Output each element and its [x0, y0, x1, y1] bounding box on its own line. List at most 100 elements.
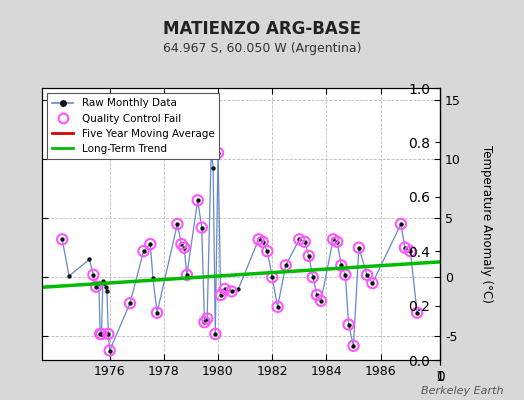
Point: [216, 292, 225, 298]
Point: [263, 248, 271, 254]
Point: [350, 343, 358, 349]
Point: [200, 319, 209, 325]
Point: [255, 236, 263, 242]
Point: [274, 304, 282, 310]
Point: [281, 262, 290, 268]
Text: MATIENZO ARG-BASE: MATIENZO ARG-BASE: [163, 20, 361, 38]
Point: [96, 331, 104, 337]
Point: [97, 331, 106, 337]
Point: [295, 236, 303, 242]
Point: [92, 284, 100, 290]
Point: [401, 244, 409, 251]
Point: [355, 244, 363, 251]
Y-axis label: Temperature Anomaly (°C): Temperature Anomaly (°C): [481, 145, 493, 303]
Point: [333, 238, 342, 245]
Point: [177, 241, 185, 247]
Point: [227, 288, 236, 295]
Point: [92, 284, 100, 290]
Point: [344, 321, 353, 328]
Point: [105, 347, 114, 354]
Point: [101, 284, 110, 290]
Point: [198, 224, 206, 231]
Point: [173, 221, 182, 227]
Point: [295, 236, 303, 242]
Point: [350, 343, 358, 349]
Point: [258, 238, 267, 245]
Point: [304, 253, 313, 259]
Text: 64.967 S, 60.050 W (Argentina): 64.967 S, 60.050 W (Argentina): [163, 42, 361, 55]
Point: [406, 248, 414, 254]
Point: [58, 236, 67, 242]
Point: [397, 221, 405, 227]
Point: [281, 262, 290, 268]
Point: [337, 262, 345, 268]
Point: [193, 197, 202, 204]
Text: Berkeley Earth: Berkeley Earth: [421, 386, 503, 396]
Point: [146, 241, 155, 247]
Point: [209, 165, 217, 172]
Point: [363, 272, 371, 278]
Point: [263, 248, 271, 254]
Point: [177, 241, 185, 247]
Point: [97, 331, 106, 337]
Point: [203, 316, 211, 322]
Point: [221, 286, 229, 292]
Point: [309, 274, 317, 280]
Point: [341, 272, 350, 278]
Point: [363, 272, 371, 278]
Point: [139, 248, 148, 254]
Point: [65, 273, 73, 279]
Point: [368, 280, 377, 286]
Point: [221, 286, 229, 292]
Point: [89, 272, 97, 278]
Point: [214, 150, 222, 156]
Point: [216, 292, 225, 298]
Point: [313, 292, 321, 298]
Point: [126, 300, 134, 306]
Point: [406, 248, 414, 254]
Point: [309, 274, 317, 280]
Point: [304, 253, 313, 259]
Point: [207, 146, 215, 153]
Point: [104, 331, 113, 337]
Point: [96, 331, 104, 337]
Point: [333, 238, 342, 245]
Legend: Raw Monthly Data, Quality Control Fail, Five Year Moving Average, Long-Term Tren: Raw Monthly Data, Quality Control Fail, …: [47, 93, 220, 159]
Point: [200, 319, 209, 325]
Point: [99, 278, 107, 284]
Point: [153, 310, 161, 316]
Point: [95, 280, 103, 286]
Point: [203, 316, 211, 322]
Point: [329, 236, 337, 242]
Point: [355, 244, 363, 251]
Point: [153, 310, 161, 316]
Point: [368, 280, 377, 286]
Point: [180, 244, 188, 251]
Point: [183, 272, 191, 278]
Point: [317, 298, 325, 304]
Point: [227, 288, 236, 295]
Point: [100, 280, 108, 286]
Point: [58, 236, 67, 242]
Point: [317, 298, 325, 304]
Point: [268, 274, 276, 280]
Point: [139, 248, 148, 254]
Point: [193, 197, 202, 204]
Point: [105, 347, 114, 354]
Point: [300, 238, 309, 245]
Point: [401, 244, 409, 251]
Point: [234, 286, 243, 292]
Point: [258, 238, 267, 245]
Point: [300, 238, 309, 245]
Point: [211, 331, 220, 337]
Point: [103, 288, 111, 295]
Point: [89, 272, 97, 278]
Point: [268, 274, 276, 280]
Point: [183, 272, 191, 278]
Point: [255, 236, 263, 242]
Point: [329, 236, 337, 242]
Point: [85, 256, 93, 263]
Point: [104, 331, 113, 337]
Point: [413, 310, 421, 316]
Point: [313, 292, 321, 298]
